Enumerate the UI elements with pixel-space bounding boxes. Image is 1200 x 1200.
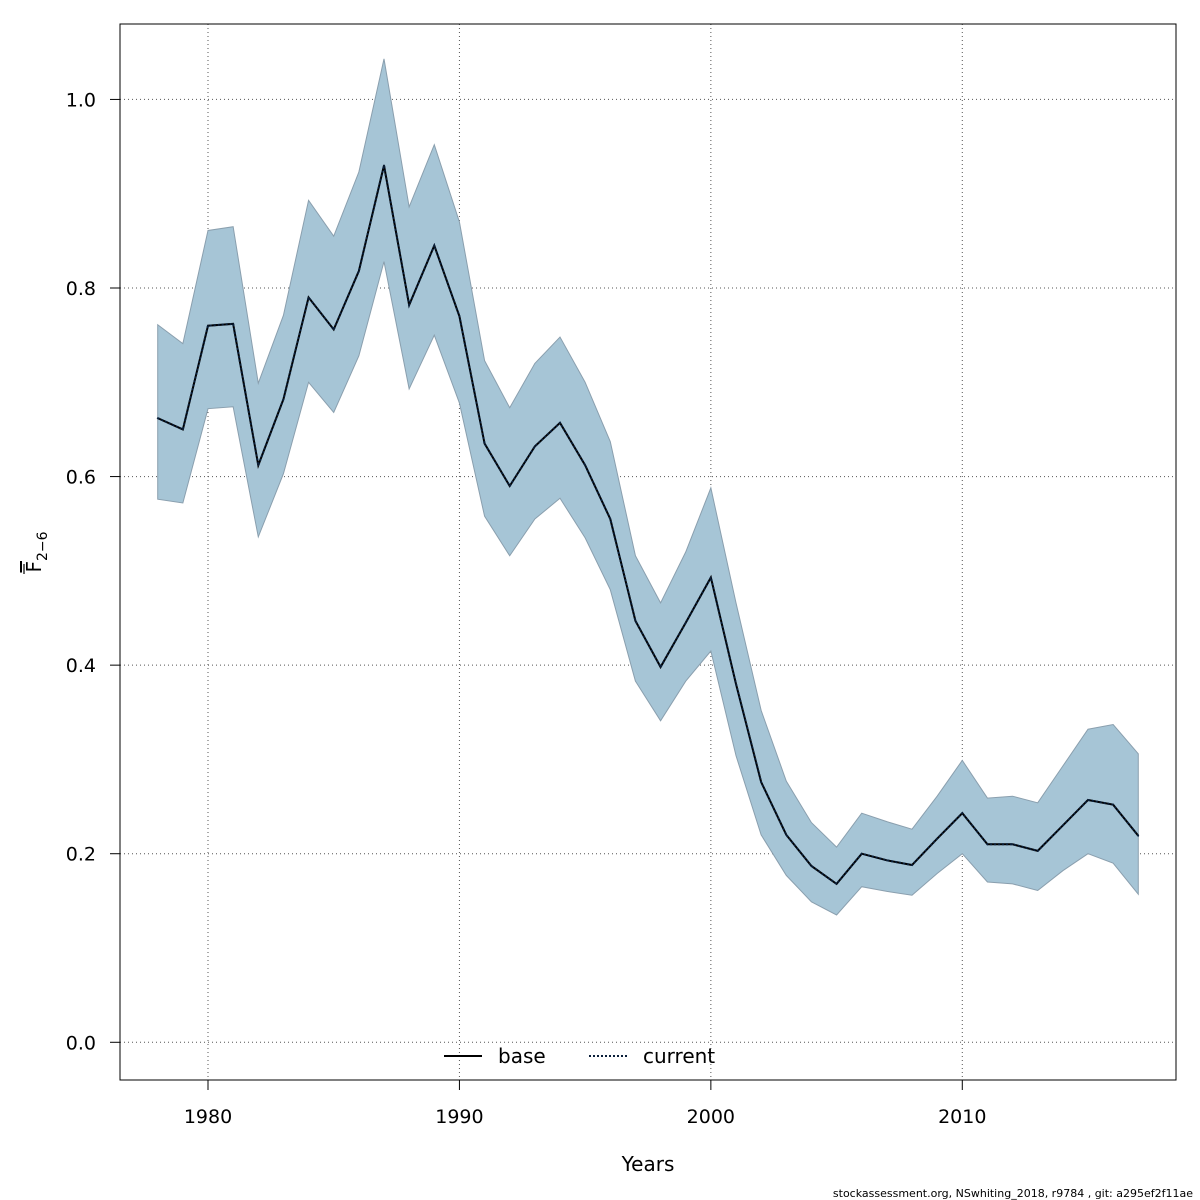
series-lines	[156, 164, 1140, 886]
series-points-current	[156, 164, 1140, 885]
plot-background	[120, 24, 1176, 1080]
x-tick-label-1990: 1990	[435, 1106, 483, 1128]
y-axis-title: F2−6	[22, 531, 51, 572]
data-point-current-2005	[835, 883, 838, 885]
data-point-current-1994	[559, 422, 561, 424]
series-line-current	[157, 165, 1140, 886]
data-point-current-2000	[710, 576, 712, 579]
data-point-current-2003	[785, 834, 788, 836]
data-point-current-1986	[358, 270, 360, 272]
y-tick-label-0.8: 0.8	[66, 278, 96, 300]
y-tick-label-0.6: 0.6	[66, 467, 96, 489]
data-point-current-2008	[911, 864, 913, 866]
data-point-current-2007	[886, 859, 888, 862]
data-point-current-1990	[458, 315, 461, 318]
x-tick-label-2010: 2010	[938, 1106, 986, 1128]
x-axis-title: Years	[621, 1152, 675, 1176]
data-point-current-2012	[1011, 843, 1014, 846]
data-point-current-2009	[936, 837, 938, 840]
data-point-current-2010	[961, 812, 964, 814]
y-tick-label-0.2: 0.2	[66, 844, 96, 866]
data-point-current-1981	[232, 323, 234, 325]
data-point-current-2006	[860, 852, 863, 855]
data-point-current-2013	[1036, 850, 1039, 852]
data-point-current-1978	[156, 417, 159, 419]
y-axis-title-subscript: 2−6	[35, 531, 51, 561]
data-point-current-2014	[1062, 824, 1064, 827]
x-tick-label-2000: 2000	[687, 1106, 735, 1128]
data-point-current-1984	[307, 296, 310, 299]
data-point-current-1993	[534, 445, 536, 448]
grid	[120, 24, 1176, 1080]
x-axis: 1980 1990 2000 2010	[184, 1079, 986, 1128]
data-point-current-1991	[483, 442, 486, 445]
data-point-current-1983	[282, 398, 285, 401]
svg-text:F2−6: F2−6	[22, 531, 51, 572]
data-point-current-2017	[1137, 835, 1140, 837]
y-axis: 0.0 0.2 0.4 0.6 0.8 1.0	[66, 89, 121, 1054]
y-axis-title-main: F	[22, 561, 46, 573]
data-point-current-1988	[408, 304, 410, 306]
data-point-current-1999	[684, 621, 687, 624]
data-point-current-2016	[1112, 803, 1114, 806]
data-point-current-2011	[986, 843, 989, 846]
legend-label-current: current	[643, 1044, 715, 1068]
data-point-current-1997	[634, 620, 637, 622]
data-point-current-1979	[182, 428, 184, 431]
y-tick-label-0.4: 0.4	[66, 655, 96, 677]
y-tick-label-0.0: 0.0	[66, 1032, 96, 1054]
y-tick-label-1.0: 1.0	[66, 89, 96, 111]
data-point-current-1996	[609, 518, 612, 520]
data-point-current-2002	[760, 781, 762, 783]
data-point-current-1980	[207, 324, 209, 327]
data-point-current-2004	[810, 865, 813, 867]
credit-text: stockassessment.org, NSwhiting_2018, r97…	[833, 1187, 1193, 1200]
x-tick-label-1980: 1980	[184, 1106, 232, 1128]
data-point-current-2015	[1087, 799, 1089, 801]
data-point-current-1998	[659, 666, 662, 668]
data-point-current-1985	[332, 328, 335, 331]
data-point-current-1995	[584, 464, 586, 467]
data-point-current-2001	[735, 683, 737, 685]
legend-label-base: base	[498, 1044, 546, 1068]
legend: base current	[444, 1044, 715, 1068]
data-point-current-1982	[257, 464, 260, 467]
data-point-current-1992	[508, 485, 511, 487]
data-point-current-1987	[383, 164, 385, 167]
data-point-current-1989	[433, 244, 436, 247]
